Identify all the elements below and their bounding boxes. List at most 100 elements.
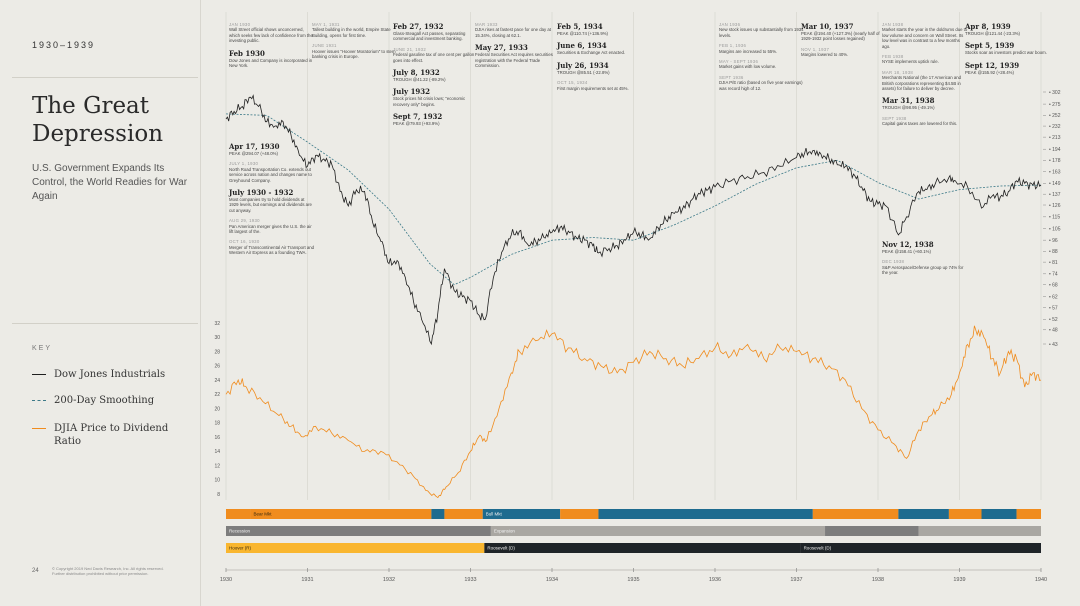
band-label: Recession [229, 529, 251, 534]
annotation-text: Capital gains taxes are lowered for this… [882, 121, 958, 127]
annotation-date: JAN 1930 [229, 22, 251, 27]
annotation-text: Margins lowered to 40%. [801, 52, 849, 58]
ratio-tick-label: 12 [214, 463, 220, 469]
ratio-tick-label: 16 [214, 435, 220, 441]
page-number: 24 [32, 568, 39, 574]
djia-swatch [32, 374, 46, 375]
annotation-column: Mar 10, 1937 PEAK @194.40 (+127.3%) (near… [801, 22, 887, 63]
annotation-date: MAR 18, 1938 [882, 69, 914, 75]
band-label: Roosevelt (D) [487, 546, 515, 551]
grid-lines [225, 12, 1042, 500]
band-bear [250, 509, 432, 519]
annotation-text: DJIA P/E ratio (based on five year earni… [719, 80, 803, 91]
annotation-entry: July 8, 1932 TROUGH @41.22 (-89.2%) [393, 68, 479, 82]
ratio-tick-label: 8 [217, 492, 220, 498]
page-title: The Great Depression [32, 93, 164, 147]
band-expansion [490, 526, 826, 536]
annotation-text: First margin requirements set at 45%. [557, 85, 629, 91]
djia-tick-label: • 275 [1049, 102, 1061, 108]
annotation-entry: June 6, 1934 Securities & Exchange Act en… [557, 41, 643, 55]
x-tick-label: 1937 [790, 577, 802, 583]
annotation-date: Apr 17, 1930 [229, 142, 280, 151]
ratio-swatch [32, 428, 46, 429]
band-label: Expansion [494, 529, 516, 534]
annotation-text: DJIA rises at fastest pace for one day a… [475, 27, 551, 38]
annotation-text: Market gains with low volume. [719, 64, 777, 70]
annotation-text: Federal Securities Act requires securiti… [475, 52, 553, 69]
ratio-tick-label: 20 [214, 406, 220, 412]
annotation-entry: JUNE 1931 Hoover issues "Hoover Moratoriu… [312, 43, 398, 59]
annotation-entry: Sept 5, 1939 Stocks soar as investors pre… [965, 41, 1051, 55]
band-bear [948, 509, 982, 519]
band-label: Hoover (R) [229, 546, 252, 551]
band-roosevelt [484, 543, 801, 553]
annotation-text: Wall Street official shows unconcerned, … [229, 27, 313, 44]
djia-tick-label: • 81 [1049, 260, 1058, 266]
band-bear [444, 509, 483, 519]
annotation-column: JAN 1938 Market starts the year in the do… [882, 22, 968, 132]
band-bear [1016, 509, 1041, 519]
key-item-djia: Dow Jones Industrials [32, 368, 174, 381]
key-label: KEY [32, 345, 53, 352]
annotation-column: Feb 27, 1932 Glass-Steagall Act passes, s… [393, 22, 479, 132]
x-tick-label: 1931 [301, 577, 313, 583]
annotation-date: Feb 5, 1934 [557, 22, 603, 31]
band-recession [226, 526, 491, 536]
ratio-tick-label: 18 [214, 421, 220, 427]
band-label: Roosevelt (D) [804, 546, 832, 551]
band-bear [560, 509, 599, 519]
djia-tick-label: • 43 [1049, 342, 1058, 348]
annotation-text: PEAK @294.07 (+48.0%) [229, 151, 278, 156]
band-bull [598, 509, 813, 519]
annotation-date: Apr 8, 1939 [965, 22, 1011, 31]
annotation-date: July 1932 [393, 87, 431, 97]
band-bull [981, 509, 1017, 519]
key-item-label: 200-Day Smoothing [54, 395, 155, 406]
annotation-text: Glass-Steagall Act passes, separating co… [393, 31, 466, 42]
annotation-date: July 1930 - 1932 [229, 188, 294, 198]
key-item-ratio: DJIA Price to Dividend Ratio [32, 422, 174, 448]
annotation-entry: JAN 1938 Market starts the year in the do… [882, 22, 968, 49]
djia-tick-label: • 57 [1049, 305, 1058, 311]
annotation-text: New stock issues up substantially from 1… [719, 27, 804, 38]
djia-tick-label: • 232 [1049, 124, 1061, 130]
series-lines [225, 94, 1042, 499]
annotation-text: TROUGH @85.51 (-22.8%) [557, 69, 610, 75]
ratio-tick-label: 24 [214, 378, 220, 384]
annotation-column: Apr 17, 1930 PEAK @294.07 (+48.0%) JULY 1,… [229, 142, 315, 261]
smoothing-swatch [32, 400, 46, 401]
annotation-text: Dow Jones and Company is incorporated in… [229, 57, 313, 69]
annotation-entry: MAY 1, 1931 Tallest building in the world… [312, 22, 398, 38]
annotation-text: TROUGH @41.22 (-89.2%) [393, 77, 446, 83]
annotation-entry: SEPT 1936 DJIA P/E ratio (based on five y… [719, 75, 805, 91]
annotation-date: Feb 27, 1932 [393, 22, 444, 31]
annotation-entry: JAN 1936 New stock issues up substantiall… [719, 22, 805, 38]
djia-chart: Bear Mkt Bull Mkt Recession Expansion Hoover… [214, 12, 1061, 583]
annotation-column: JAN 1936 New stock issues up substantiall… [719, 22, 805, 96]
x-tick-label: 1932 [383, 577, 395, 583]
year-range: 1930–1939 [32, 40, 96, 50]
annotation-date: JAN 1936 [719, 22, 741, 27]
djia-tick-label: • 194 [1049, 147, 1061, 153]
annotation-entry: Mar 31, 1938 TROUGH @98.95 (-49.1%) [882, 96, 968, 110]
djia-tick-label: • 96 [1049, 238, 1058, 244]
annotation-text: Merchants National (the 17 American and … [882, 75, 962, 92]
band-hoover [226, 543, 485, 553]
x-tick-label: 1933 [464, 577, 476, 583]
annotation-text: NYSE implements uptick rule. [882, 59, 939, 65]
annotation-entry: DEC 1938 S&P Aerospace/Defense group up 7… [882, 259, 968, 275]
annotation-text: Merger of Transcontinental Air Transport… [229, 244, 315, 256]
band-bull [898, 509, 949, 519]
annotation-date: SEPT 1936 [719, 74, 744, 80]
smoothing-line [225, 113, 1042, 286]
annotation-date: July 8, 1932 [393, 68, 440, 78]
annotation-date: Mar 31, 1938 [882, 96, 935, 106]
period-bands: Bear Mkt Bull Mkt Recession Expansion Hoover… [226, 509, 1041, 553]
annotation-text: S&P Aerospace/Defense group up 74% for t… [882, 264, 964, 276]
x-tick-label: 1930 [220, 577, 232, 583]
annotation-column: Nov 12, 1938 PEAK @158.41 (+60.1%) DEC 193… [882, 240, 968, 281]
annotation-text: PEAK @110.74 (+136.9%) [557, 31, 608, 36]
annotation-text: PEAK @79.93 (+93.9%) [393, 121, 440, 127]
annotation-date: FEB 1938 [882, 54, 904, 60]
djia-tick-label: • 105 [1049, 226, 1061, 232]
